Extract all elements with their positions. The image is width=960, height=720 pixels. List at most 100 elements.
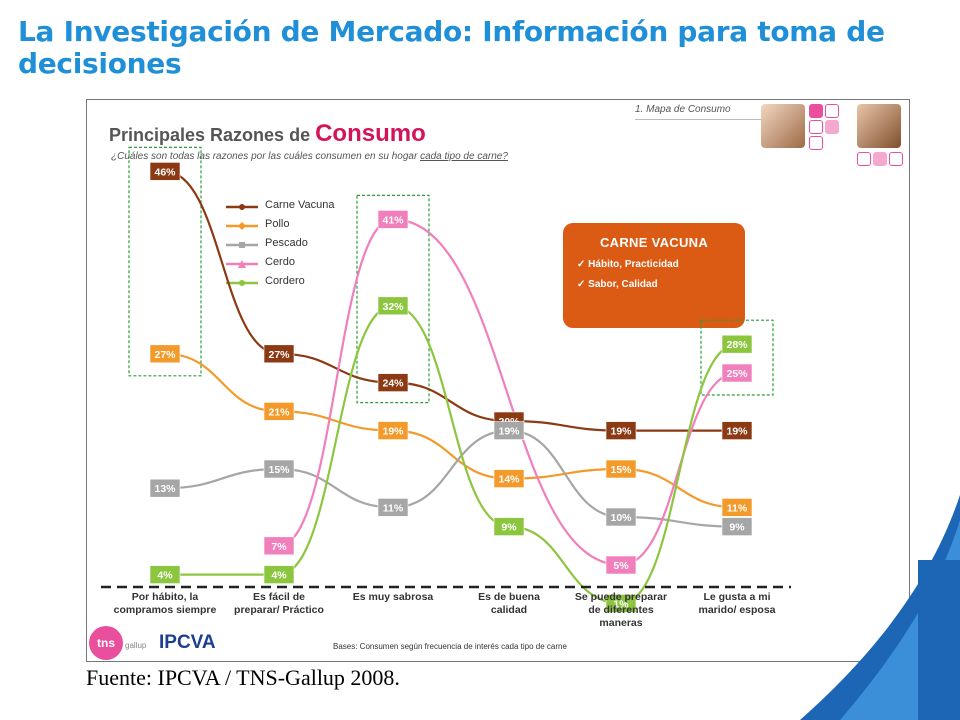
page-number: 6: [892, 640, 899, 654]
data-label-cerdo: 41%: [382, 214, 404, 226]
chart-title-prefix: Principales Razones de: [109, 125, 316, 145]
data-label-carne-vacuna: 24%: [382, 378, 404, 390]
corner-bar: [918, 560, 960, 720]
data-point-carne-vacuna: [263, 344, 295, 364]
data-label-cordero: 4%: [157, 570, 173, 582]
data-label-pescado: 13%: [154, 483, 176, 495]
data-point-pescado: [721, 517, 753, 536]
kitchen-photo: [761, 104, 805, 148]
data-label-pollo: 27%: [154, 349, 176, 361]
data-label-cerdo: 5%: [613, 560, 629, 572]
data-point-carne-vacuna: [149, 162, 181, 181]
data-point-cerdo: [263, 536, 295, 556]
data-label-pollo: 11%: [727, 502, 748, 514]
x-tick-label: Es muy sabrosa: [353, 591, 434, 603]
data-point-pollo: [493, 469, 525, 488]
chart-subtitle-prefix: ¿Cuáles son todas las razones por las cu…: [111, 151, 421, 162]
data-label-cordero: 4%: [271, 570, 287, 582]
legend-label: Cerdo: [265, 256, 295, 268]
highlight-box: [700, 319, 774, 396]
decor-square: [809, 104, 823, 118]
series-line-pollo: [164, 352, 738, 509]
chart-title: Principales Razones de Consumo: [109, 120, 426, 148]
data-label-pescado: 19%: [498, 426, 520, 438]
callout-item-text: Hábito, Practicidad: [588, 259, 679, 270]
x-tick-label: de diferentes: [588, 604, 654, 616]
chart-frame: Principales Razones de Consumo ¿Cuáles s…: [86, 99, 910, 662]
decor-square: [889, 152, 903, 166]
callout-item-text: Sabor, Calidad: [588, 279, 658, 290]
data-point-pescado: [377, 498, 409, 517]
data-label-carne-vacuna: 19%: [610, 426, 632, 438]
ipcva-logo: IPCVA: [159, 632, 216, 653]
data-point-cordero: [263, 565, 295, 584]
source-note: Fuente: IPCVA / TNS-Gallup 2008.: [86, 665, 400, 690]
x-tick-label: maneras: [599, 617, 642, 629]
data-point-cerdo: [377, 210, 409, 229]
data-label-pollo: 21%: [268, 406, 290, 418]
series-line-cerdo: [278, 218, 738, 567]
gallup-logo-text: gallup: [125, 641, 147, 650]
chart-title-emphasis: Consumo: [315, 120, 426, 147]
section-label: 1. Mapa de Consumo: [635, 104, 731, 115]
x-tick-label: compramos siempre: [114, 604, 217, 616]
data-label-pescado: 9%: [729, 522, 745, 534]
chart-subtitle: ¿Cuáles son todas las razones por las cu…: [111, 151, 508, 162]
x-tick-label: Es de buena: [478, 591, 540, 603]
legend-label: Carne Vacuna: [265, 199, 335, 211]
data-point-cordero: [605, 594, 637, 613]
data-point-cordero: [721, 334, 753, 354]
tns-logo: tns: [89, 626, 123, 660]
slide-title: La Investigación de Mercado: Información…: [18, 15, 885, 80]
x-tick-label: marido/ esposa: [698, 604, 775, 616]
callout-item: ✓ Sabor, Calidad: [577, 279, 658, 290]
highlight-box: [356, 194, 430, 404]
series-line-pescado: [164, 429, 738, 528]
data-point-pescado: [149, 478, 181, 498]
callout-title: CARNE VACUNA: [599, 235, 709, 250]
decor-square: [809, 120, 823, 134]
data-point-pescado: [263, 459, 295, 479]
data-point-carne-vacuna: [721, 421, 753, 440]
data-point-cerdo: [721, 363, 753, 383]
data-label-cordero: 1%: [613, 598, 629, 610]
data-label-cerdo: 7%: [271, 541, 287, 553]
data-label-cordero: 9%: [501, 522, 517, 534]
series-line-carne-vacuna: [164, 170, 737, 432]
data-label-cordero: 28%: [726, 339, 748, 351]
data-point-pescado: [605, 507, 637, 527]
data-label-carne-vacuna: 27%: [268, 349, 290, 361]
data-label-cordero: 32%: [382, 301, 404, 313]
data-point-pollo: [721, 498, 753, 517]
decor-square: [825, 104, 839, 118]
header-rule: [635, 119, 765, 120]
highlight-box: [128, 146, 202, 377]
data-label-pollo: 14%: [498, 474, 520, 486]
x-tick-label: preparar/ Práctico: [234, 604, 324, 616]
x-tick-label: Es fácil de: [253, 591, 305, 603]
data-label-pollo: 19%: [382, 426, 404, 438]
kitchen-photo: [857, 104, 901, 148]
data-point-pollo: [605, 459, 637, 479]
decor-square: [857, 152, 871, 166]
data-label-pescado: 15%: [268, 464, 290, 476]
data-point-cerdo: [605, 555, 637, 575]
data-label-carne-vacuna: 19%: [726, 426, 748, 438]
data-label-pollo: 15%: [610, 464, 632, 476]
data-label-pescado: 11%: [383, 502, 404, 514]
data-point-carne-vacuna: [605, 421, 637, 440]
callout-box: CARNE VACUNA ✓ Hábito, Practicidad ✓ Sab…: [563, 223, 745, 328]
decor-square: [825, 120, 839, 134]
legend-label: Pollo: [265, 218, 290, 230]
decor-square: [873, 152, 887, 166]
data-label-pescado: 10%: [610, 512, 632, 524]
data-point-pollo: [377, 421, 409, 440]
x-tick-label: Por hábito, la: [132, 591, 199, 603]
x-tick-label: calidad: [491, 604, 527, 616]
data-point-cordero: [377, 296, 409, 316]
legend-label: Pescado: [265, 237, 308, 249]
x-tick-label: Le gusta a mi: [703, 591, 770, 603]
data-point-carne-vacuna: [377, 373, 409, 392]
data-point-pollo: [263, 402, 295, 421]
data-point-pescado: [493, 421, 525, 440]
